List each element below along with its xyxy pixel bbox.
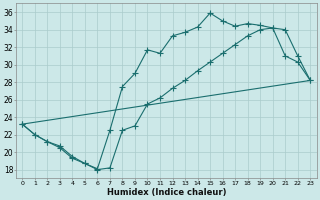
X-axis label: Humidex (Indice chaleur): Humidex (Indice chaleur)	[107, 188, 226, 197]
